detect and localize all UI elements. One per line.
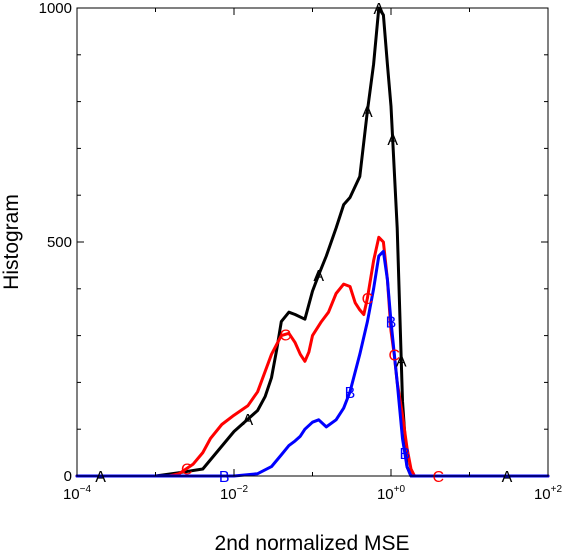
series-marker-B: B bbox=[219, 469, 230, 486]
series-marker-C: C bbox=[388, 347, 400, 364]
y-tick-label: 500 bbox=[47, 234, 72, 251]
x-tick-label: 10−4 bbox=[63, 484, 92, 503]
series-line-A bbox=[75, 6, 550, 478]
series-marker-A: A bbox=[242, 412, 253, 429]
x-tick-base: 10 bbox=[534, 486, 551, 503]
x-tick-label: 10−2 bbox=[220, 484, 249, 503]
series-marker-C: C bbox=[362, 291, 374, 308]
series-marker-B: B bbox=[399, 446, 410, 463]
series-marker-B: B bbox=[386, 315, 397, 332]
x-tick-exponent: −4 bbox=[80, 484, 92, 495]
series-marker-A: A bbox=[387, 132, 398, 149]
series-marker-C: C bbox=[181, 462, 193, 479]
x-tick-exponent: +0 bbox=[394, 484, 406, 495]
x-tick-base: 10 bbox=[377, 486, 394, 503]
series-marker-C: C bbox=[432, 469, 444, 486]
y-axis-title: Histogram bbox=[0, 194, 23, 290]
series-layer bbox=[75, 6, 550, 478]
x-tick-exponent: +2 bbox=[551, 484, 563, 495]
x-tick-exponent: −2 bbox=[237, 484, 249, 495]
x-tick-base: 10 bbox=[63, 486, 80, 503]
x-tick-label: 10+2 bbox=[534, 484, 563, 503]
y-tick-label: 0 bbox=[64, 468, 72, 485]
y-tick-label: 1000 bbox=[39, 0, 72, 17]
series-marker-A: A bbox=[362, 104, 373, 121]
series-marker-A: A bbox=[396, 353, 407, 370]
series-marker-A: A bbox=[313, 268, 324, 285]
series-line-B bbox=[75, 249, 550, 478]
series-marker-C: C bbox=[279, 327, 291, 344]
x-axis-title: 2nd normalized MSE bbox=[215, 532, 410, 555]
series-marker-A: A bbox=[95, 469, 106, 486]
series-marker-B: B bbox=[345, 385, 356, 402]
plot-frame bbox=[76, 7, 549, 477]
x-tick-base: 10 bbox=[220, 486, 237, 503]
series-marker-A: A bbox=[374, 1, 385, 18]
series-marker-A: A bbox=[502, 469, 513, 486]
x-tick-label: 10+0 bbox=[377, 484, 406, 503]
